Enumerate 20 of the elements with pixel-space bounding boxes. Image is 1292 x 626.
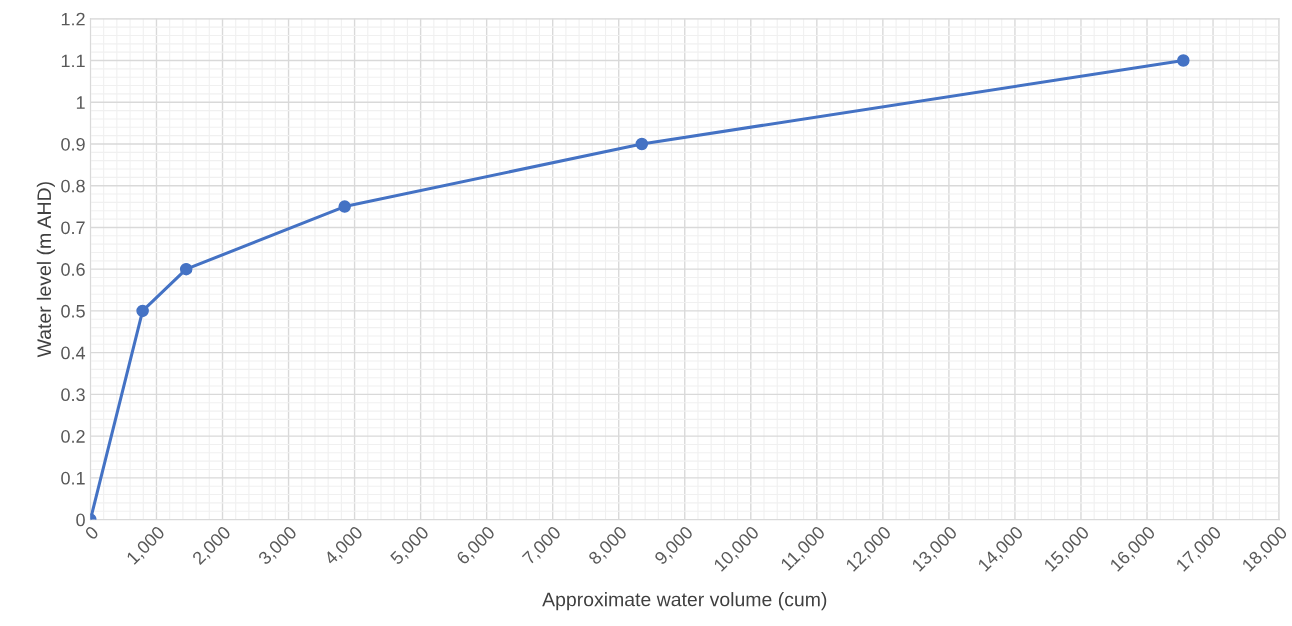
y-tick-label: 0.3 [61,388,85,402]
y-tick-label: 0.2 [61,430,85,443]
x-axis-title: Approximate water volume (cum) [542,592,827,611]
point [338,200,351,213]
point [1177,54,1190,67]
y-tick-label: 0.7 [61,221,85,235]
y-tick-label: 1.2 [61,12,85,26]
y-tick-label: 1.1 [61,54,85,68]
y-tick-label: 0.9 [61,137,85,151]
y-tick-label: 0.8 [61,179,85,193]
y-tick-label: 0.4 [61,346,86,360]
point [635,137,649,151]
point [179,262,193,276]
point [136,304,149,318]
y-tick-label: 0.6 [61,263,85,276]
y-axis-title: Water level (m AHD) [36,182,55,358]
y-tick-label: 0.1 [61,471,85,485]
y-tick-label: 1 [76,96,85,109]
y-tick-label: 0.5 [61,304,85,318]
y-tick-label: 0 [76,513,85,527]
